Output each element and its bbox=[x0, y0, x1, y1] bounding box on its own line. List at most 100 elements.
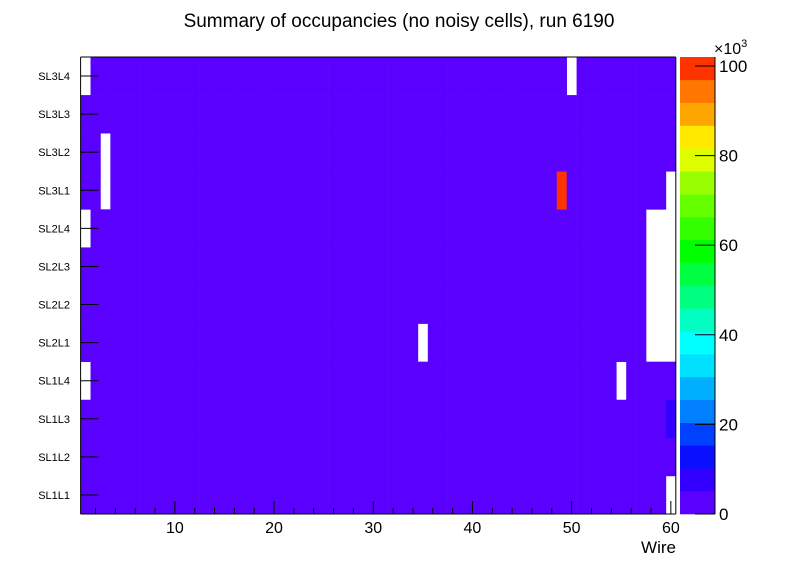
y-tick-label: SL3L1 bbox=[38, 185, 70, 197]
heatmap-cell bbox=[219, 57, 230, 96]
heatmap-cell bbox=[477, 361, 488, 401]
heatmap-cell bbox=[487, 475, 498, 515]
heatmap-cell bbox=[556, 437, 567, 477]
heatmap-cell bbox=[556, 399, 567, 439]
heatmap-cell bbox=[199, 171, 210, 210]
heatmap-cell bbox=[626, 361, 637, 401]
heatmap-cell bbox=[229, 171, 240, 210]
heatmap-cell bbox=[407, 475, 419, 515]
heatmap-cell bbox=[358, 285, 369, 324]
heatmap-cell bbox=[616, 399, 627, 439]
heatmap-cell bbox=[527, 361, 538, 401]
heatmap-cell bbox=[636, 285, 647, 324]
heatmap-cell bbox=[348, 399, 359, 439]
heatmap-cell bbox=[517, 437, 528, 477]
heatmap-cell bbox=[140, 171, 151, 210]
heatmap-cell bbox=[586, 209, 597, 248]
heatmap-cell bbox=[527, 285, 538, 324]
heatmap-cell bbox=[338, 399, 349, 439]
y-tick-label: SL2L1 bbox=[38, 338, 70, 350]
heatmap-cell bbox=[169, 247, 181, 286]
heatmap-cell bbox=[110, 285, 121, 324]
heatmap-cell bbox=[348, 247, 359, 286]
heatmap-cell bbox=[566, 247, 577, 286]
heatmap-cell bbox=[596, 361, 607, 401]
heatmap-cell bbox=[368, 399, 379, 439]
heatmap-cell bbox=[249, 133, 260, 172]
heatmap-cell bbox=[169, 361, 181, 401]
heatmap-cell bbox=[269, 171, 280, 210]
color-scale-level bbox=[680, 148, 715, 172]
heatmap-cell bbox=[606, 437, 617, 477]
heatmap-cell bbox=[259, 133, 270, 172]
heatmap-cell bbox=[536, 285, 548, 324]
heatmap-cell bbox=[646, 171, 657, 210]
heatmap-cell bbox=[457, 285, 468, 324]
heatmap-cell bbox=[120, 247, 131, 286]
heatmap-cell bbox=[536, 399, 548, 439]
heatmap-cell bbox=[586, 475, 597, 515]
heatmap-cell bbox=[298, 171, 310, 210]
heatmap-cell bbox=[527, 475, 538, 515]
heatmap-cell bbox=[467, 285, 478, 324]
heatmap-cell bbox=[467, 95, 478, 134]
heatmap-cell bbox=[249, 361, 260, 401]
heatmap-cell bbox=[338, 95, 349, 134]
heatmap-cell bbox=[358, 399, 369, 439]
heatmap-cell bbox=[338, 361, 349, 401]
heatmap-cell bbox=[358, 323, 369, 362]
heatmap-cell bbox=[527, 399, 538, 439]
heatmap-cell bbox=[288, 361, 300, 401]
heatmap-cell bbox=[169, 95, 181, 134]
heatmap-cell bbox=[199, 361, 210, 401]
heatmap-cell bbox=[576, 171, 587, 210]
heatmap-cell bbox=[596, 57, 607, 96]
heatmap-cell bbox=[378, 323, 389, 362]
heatmap-cell bbox=[298, 323, 310, 362]
heatmap-cell bbox=[338, 133, 349, 172]
heatmap-cell bbox=[586, 247, 597, 286]
heatmap-cell bbox=[239, 361, 250, 401]
heatmap-cell bbox=[398, 399, 409, 439]
heatmap-cell bbox=[229, 247, 240, 286]
heatmap-cell bbox=[546, 437, 558, 477]
heatmap-cell bbox=[487, 323, 498, 362]
heatmap-cell bbox=[606, 133, 617, 172]
heatmap-cell bbox=[229, 209, 240, 248]
heatmap-cell bbox=[497, 133, 508, 172]
heatmap-cell bbox=[497, 475, 508, 515]
heatmap-cell bbox=[388, 95, 399, 134]
heatmap-cell bbox=[179, 475, 191, 515]
heatmap-cell bbox=[288, 95, 300, 134]
heatmap-cell bbox=[159, 247, 171, 286]
heatmap-cell bbox=[318, 437, 329, 477]
heatmap-cell bbox=[646, 475, 657, 515]
color-scale-level bbox=[680, 399, 715, 423]
heatmap-cell bbox=[219, 285, 230, 324]
x-tick-label: 30 bbox=[364, 520, 382, 537]
heatmap-cell bbox=[457, 475, 468, 515]
heatmap-cell bbox=[140, 57, 151, 96]
heatmap-cell bbox=[120, 171, 131, 210]
heatmap-cell bbox=[308, 247, 319, 286]
heatmap-cell bbox=[229, 95, 240, 134]
heatmap-cell bbox=[110, 133, 121, 172]
heatmap-cell bbox=[288, 323, 300, 362]
heatmap-cell bbox=[596, 399, 607, 439]
heatmap-cell bbox=[279, 437, 290, 477]
heatmap-cell bbox=[417, 399, 429, 439]
heatmap-cell bbox=[407, 285, 419, 324]
heatmap-cell bbox=[199, 323, 210, 362]
heatmap-cell bbox=[209, 323, 220, 362]
heatmap-cell bbox=[110, 57, 121, 96]
heatmap-cell bbox=[596, 171, 607, 210]
heatmap-cell bbox=[378, 133, 389, 172]
heatmap-cell bbox=[130, 247, 141, 286]
heatmap-cell bbox=[398, 361, 409, 401]
heatmap-cell bbox=[209, 171, 220, 210]
heatmap-cell bbox=[527, 437, 538, 477]
heatmap-cell bbox=[239, 209, 250, 248]
heatmap-cell bbox=[527, 171, 538, 210]
heatmap-cell bbox=[546, 247, 558, 286]
heatmap-cell bbox=[358, 475, 369, 515]
